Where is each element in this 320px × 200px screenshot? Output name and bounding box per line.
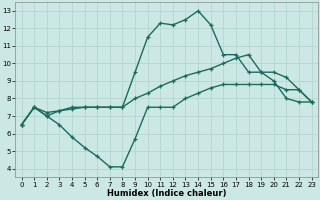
- X-axis label: Humidex (Indice chaleur): Humidex (Indice chaleur): [107, 189, 226, 198]
